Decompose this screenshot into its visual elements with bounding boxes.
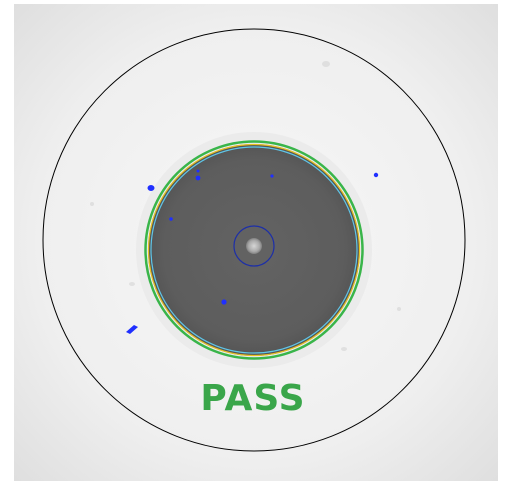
defect-marker	[147, 185, 155, 191]
defect-marker	[126, 325, 138, 334]
defect-marker	[373, 172, 379, 178]
core-center	[246, 238, 262, 254]
defect-marker	[221, 299, 227, 305]
defect-marker	[270, 174, 274, 178]
surface-smudges	[90, 61, 401, 351]
boundary-ring-green	[144, 140, 364, 360]
boundary-ring-yellow	[147, 143, 361, 357]
fiber-endface-image	[14, 4, 498, 481]
center-zone-ring	[233, 225, 275, 267]
defect-marker	[169, 217, 173, 221]
outer-zone-ring	[42, 28, 466, 452]
defect-markers	[126, 169, 379, 334]
defect-marker	[195, 175, 201, 181]
fiber-endface-svg	[14, 4, 498, 481]
pass-result-label: PASS	[200, 378, 306, 419]
defect-marker	[196, 169, 200, 173]
boundary-ring-cyan	[150, 146, 358, 354]
